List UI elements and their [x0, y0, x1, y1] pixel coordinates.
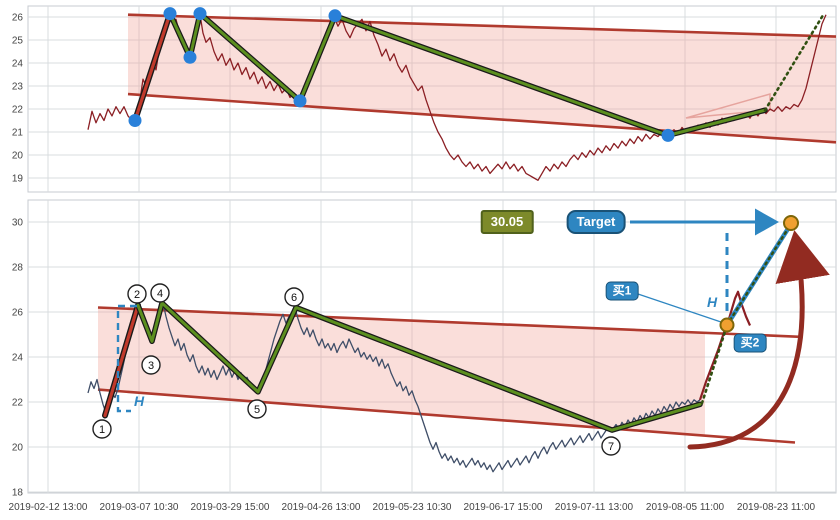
- y-axis-tick: 20: [12, 151, 24, 162]
- buy1-pointer-line: [637, 293, 722, 323]
- pivot-dot: [128, 114, 142, 127]
- channel-lower-line: [97, 388, 796, 444]
- wave-number-circle: [601, 436, 621, 456]
- y-axis-tick: 24: [12, 353, 24, 364]
- impulse-leg: [133, 12, 172, 123]
- x-axis-label: 2019-05-23 10:30: [373, 502, 452, 513]
- trend-channel-fill: [128, 14, 836, 143]
- channel-lower-line: [127, 92, 837, 144]
- wave-number-label: 5: [254, 404, 260, 416]
- zigzag-projection-dotted: [700, 324, 729, 405]
- x-axis-label: 2019-03-07 10:30: [100, 502, 179, 513]
- pivot-dot: [328, 9, 342, 23]
- wave-number-circle: [247, 399, 267, 419]
- target-badge: Target: [566, 210, 626, 234]
- signal-dot: [719, 317, 735, 333]
- y-axis-tick: 23: [12, 82, 24, 93]
- wave-number-label: 4: [157, 288, 163, 300]
- x-axis-label: 2019-08-23 11:00: [737, 502, 816, 513]
- y-axis-tick: 19: [12, 174, 24, 185]
- y-axis-tick: 21: [12, 128, 24, 139]
- panel-top: 26 25 24 23 22 21 20 19: [12, 5, 837, 193]
- pivot-dot: [163, 7, 177, 21]
- channel-upper-line: [127, 13, 837, 38]
- x-axis-label: 2019-03-29 15:00: [191, 502, 270, 513]
- wave-number-circle: [150, 283, 170, 303]
- y-axis-tick: 18: [12, 488, 24, 499]
- x-axis-label: 2019-02-12 13:00: [9, 502, 88, 513]
- signal-dot: [783, 215, 799, 231]
- x-axis-label: 2019-07-11 13:00: [555, 502, 634, 513]
- h-measure-right-label: H: [706, 294, 718, 310]
- price-line: [87, 302, 701, 473]
- x-axis-label: 2019-08-05 11:00: [646, 502, 725, 513]
- wave-number-label: 1: [99, 424, 105, 436]
- breakout-curve-arrow: [687, 230, 830, 450]
- zigzag-line: [136, 301, 702, 432]
- wave-number-circle: [284, 287, 304, 307]
- zigzag-projection-dotted: [763, 12, 826, 112]
- pivot-dot: [183, 50, 197, 64]
- y-axis-tick: 22: [12, 105, 24, 116]
- pivot-dot: [193, 7, 207, 21]
- price-target-value-badge: 30.05: [480, 210, 534, 234]
- buy2-badge: 买2: [733, 333, 767, 353]
- y-axis-tick: 26: [12, 13, 24, 24]
- y-axis-tick: 25: [12, 36, 24, 47]
- panel-bottom: 30 28 26 24 22 20 18 1 2 3 4 5 6 7: [12, 199, 837, 499]
- target-path-dotted: [725, 222, 793, 327]
- wave-number-label: 3: [148, 360, 154, 372]
- y-axis-tick: 22: [12, 398, 24, 409]
- y-axis-tick: 28: [12, 263, 24, 274]
- pivot-dot: [661, 128, 675, 142]
- trend-channel-fill: [98, 307, 705, 436]
- impulse-leg: [103, 303, 140, 418]
- wave-number-label: 2: [134, 289, 140, 301]
- wave-number-circle: [92, 419, 112, 439]
- h-measure-left-label: H: [133, 393, 145, 409]
- y-axis-tick: 20: [12, 443, 24, 454]
- x-axis-label: 2019-04-26 13:00: [282, 502, 361, 513]
- channel-upper-line: [97, 306, 801, 339]
- y-axis-tick: 26: [12, 308, 24, 319]
- x-axis-label: 2019-06-17 15:00: [464, 502, 543, 513]
- pivot-dot: [293, 94, 307, 108]
- wave-number-label: 7: [608, 441, 614, 453]
- wave-number-circle: [141, 355, 161, 375]
- y-axis-tick: 30: [12, 218, 24, 229]
- buy1-badge: 买1: [605, 281, 639, 301]
- wave-number-circle: [127, 284, 147, 304]
- y-axis-tick: 24: [12, 59, 24, 70]
- projection-wedge: [685, 93, 771, 119]
- wave-number-label: 6: [291, 292, 297, 304]
